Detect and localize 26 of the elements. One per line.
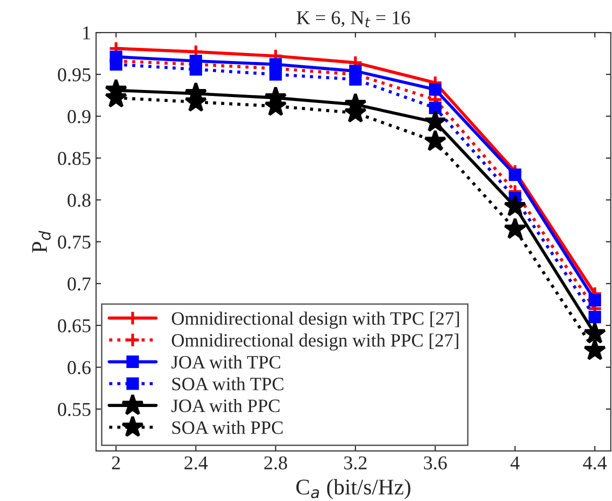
legend-label: JOA with TPC [171, 355, 280, 369]
legend-label: SOA with PPC [172, 420, 283, 434]
y-tick-label: 0.95 [58, 68, 90, 82]
y-tick-label: 0.85 [58, 152, 90, 166]
legend-label: JOA with PPC [171, 398, 280, 412]
legend-label: Omnidirectional design with TPC [27] [172, 312, 459, 329]
x-tick-label: 3.2 [344, 456, 367, 470]
y-tick-label: 1 [83, 26, 90, 40]
x-tick-label: 2 [112, 456, 120, 470]
y-tick-label: 0.55 [58, 402, 90, 416]
y-tick-label: 0.7 [68, 277, 91, 291]
y-tick-label: 0.8 [68, 194, 90, 207]
x-tick-label: 4.4 [583, 456, 607, 470]
y-tick-label: 0.75 [58, 236, 90, 249]
y-tick-label: 0.6 [68, 361, 91, 374]
legend-label: SOA with TPC [172, 377, 284, 390]
y-tick-label: 0.9 [68, 110, 90, 124]
legend-label: Omnidirectional design with PPC [27] [172, 333, 458, 351]
x-tick-label: 2.8 [264, 456, 288, 470]
x-axis-title: C$_{a}$ (bit/s/Hz) [296, 478, 410, 500]
x-tick-label: 4 [510, 456, 520, 470]
x-tick-label: 2.4 [184, 456, 208, 470]
y-tick-label: 0.65 [58, 319, 90, 332]
chart-title: K = 6, N$_{t}$ = 16 [296, 11, 410, 28]
x-tick-label: 3.6 [424, 456, 447, 470]
y-axis-title: P$_{d}$ [32, 230, 51, 253]
